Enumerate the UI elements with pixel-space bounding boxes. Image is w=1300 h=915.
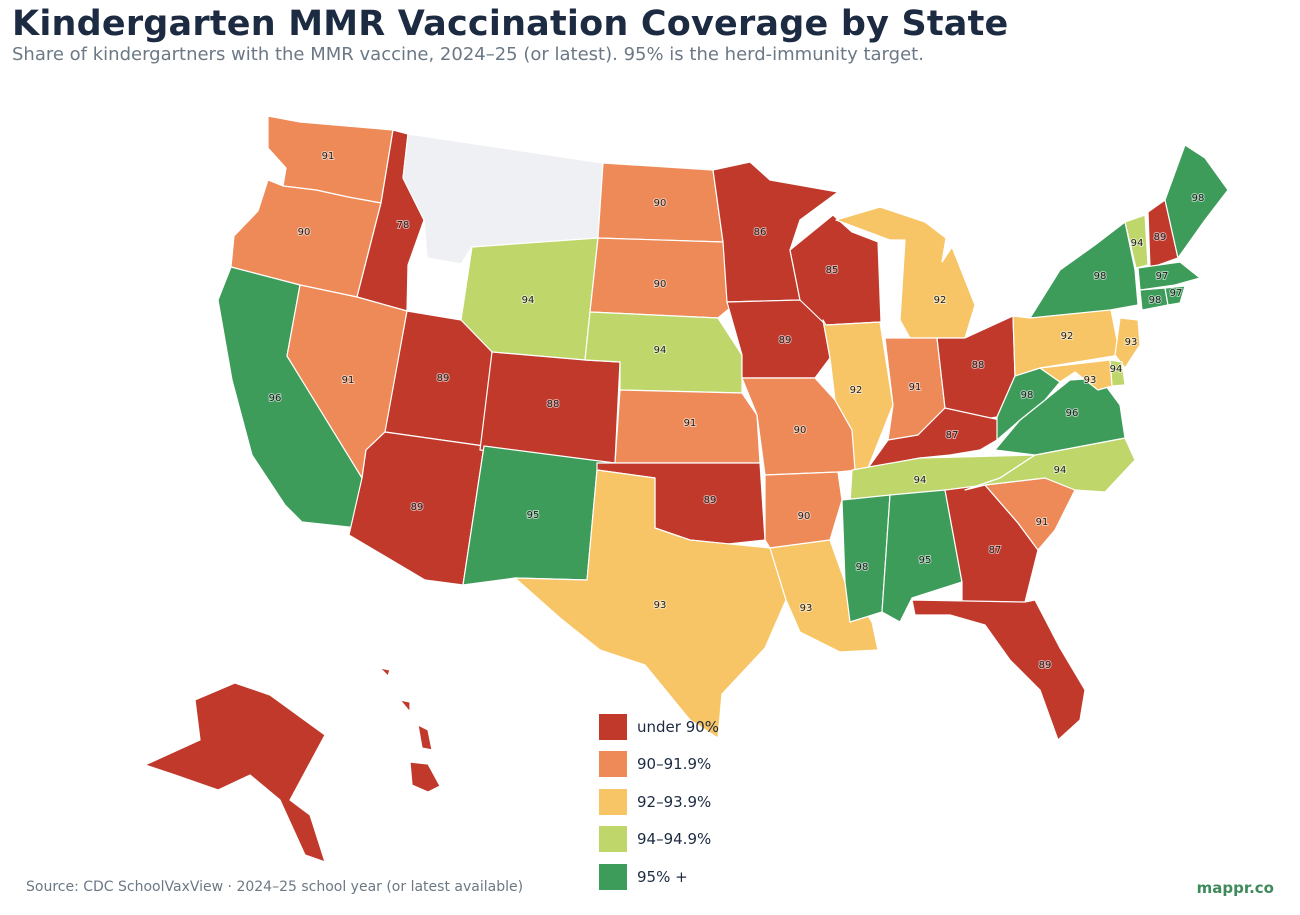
state-label-nj: 93 bbox=[1125, 337, 1138, 348]
state-label-wy: 94 bbox=[522, 295, 535, 306]
state-label-md: 93 bbox=[1084, 375, 1097, 386]
state-fl bbox=[911, 599, 1086, 741]
state-sd bbox=[589, 237, 731, 319]
source-note: Source: CDC SchoolVaxView · 2024–25 scho… bbox=[26, 879, 524, 895]
legend-label: 90–91.9% bbox=[637, 755, 712, 774]
state-label-ri: 97 bbox=[1170, 288, 1183, 299]
legend-swatch bbox=[599, 788, 627, 815]
state-label-mi: 92 bbox=[934, 295, 947, 306]
state-label-nh: 89 bbox=[1154, 232, 1167, 243]
state-ar bbox=[764, 471, 843, 549]
state-il bbox=[822, 319, 894, 471]
state-label-la: 93 bbox=[800, 603, 813, 614]
legend-label: under 90% bbox=[637, 717, 720, 736]
state-wi bbox=[789, 214, 882, 326]
state-label-ct: 98 bbox=[1149, 295, 1162, 306]
state-co bbox=[479, 351, 621, 464]
state-label-al: 95 bbox=[919, 555, 932, 566]
legend-item-under-90: under 90% bbox=[599, 708, 719, 746]
state-label-co: 88 bbox=[547, 399, 560, 410]
state-label-id: 78 bbox=[397, 220, 410, 231]
state-tx bbox=[514, 469, 787, 739]
state-label-de: 94 bbox=[1110, 364, 1123, 375]
state-label-nm: 95 bbox=[527, 510, 540, 521]
state-hi bbox=[379, 667, 441, 793]
state-ks bbox=[614, 389, 761, 464]
state-label-vt: 94 bbox=[1131, 238, 1144, 249]
state-label-nd: 90 bbox=[654, 198, 667, 209]
state-label-me: 98 bbox=[1192, 193, 1205, 204]
legend-item-90-91: 90–91.9% bbox=[599, 746, 719, 784]
state-label-ks: 91 bbox=[684, 418, 697, 429]
state-label-tx: 93 bbox=[654, 600, 667, 611]
state-label-oh: 88 bbox=[972, 360, 985, 371]
state-mn bbox=[712, 161, 839, 303]
state-label-nc: 94 bbox=[1054, 465, 1067, 476]
state-label-ky: 87 bbox=[946, 430, 959, 441]
state-label-tn: 94 bbox=[914, 475, 927, 486]
state-ny bbox=[1029, 221, 1139, 319]
state-label-sc: 91 bbox=[1036, 517, 1049, 528]
legend-label: 94–94.9% bbox=[637, 830, 712, 849]
state-label-il: 92 bbox=[850, 385, 863, 396]
state-ak bbox=[144, 682, 326, 863]
state-label-ok: 89 bbox=[704, 495, 717, 506]
state-la bbox=[769, 539, 879, 653]
legend-item-95-plus: 95% + bbox=[599, 858, 719, 896]
state-label-ms: 98 bbox=[856, 562, 869, 573]
legend: under 90% 90–91.9% 92–93.9% 94–94.9% 95%… bbox=[599, 708, 719, 896]
state-label-ga: 87 bbox=[989, 545, 1002, 556]
state-nc bbox=[964, 437, 1136, 493]
state-ms bbox=[841, 494, 891, 623]
state-label-wi: 85 bbox=[826, 265, 839, 276]
state-label-wv: 98 bbox=[1021, 390, 1034, 401]
legend-item-92-93: 92–93.9% bbox=[599, 783, 719, 821]
legend-label: 95% + bbox=[637, 867, 688, 886]
state-label-ny: 98 bbox=[1094, 271, 1107, 282]
state-label-mn: 86 bbox=[754, 227, 767, 238]
state-label-mo: 90 bbox=[794, 425, 807, 436]
legend-swatch bbox=[599, 863, 627, 890]
state-nj bbox=[1114, 317, 1141, 369]
state-label-ut: 89 bbox=[437, 373, 450, 384]
state-label-ia: 89 bbox=[779, 335, 792, 346]
legend-swatch bbox=[599, 751, 627, 778]
state-label-ne: 94 bbox=[654, 345, 667, 356]
legend-label: 92–93.9% bbox=[637, 792, 712, 811]
state-labels: 91 90 96 78 91 94 89 89 88 95 90 90 94 91 89 93 86 89 90 90… bbox=[268, 150, 1206, 672]
legend-swatch bbox=[599, 713, 627, 740]
state-label-fl: 89 bbox=[1039, 660, 1052, 671]
brand-logo: mappr.co bbox=[1196, 879, 1274, 897]
state-label-va: 96 bbox=[1066, 408, 1079, 419]
legend-item-94: 94–94.9% bbox=[599, 821, 719, 859]
state-label-pa: 92 bbox=[1061, 331, 1074, 342]
state-label-az: 89 bbox=[411, 502, 424, 513]
legend-swatch bbox=[599, 826, 627, 853]
state-mi bbox=[835, 206, 976, 339]
page-subtitle: Share of kindergartners with the MMR vac… bbox=[12, 44, 924, 65]
state-label-or: 90 bbox=[298, 227, 311, 238]
state-label-wa: 91 bbox=[322, 151, 335, 162]
state-label-ca: 96 bbox=[269, 393, 282, 404]
state-label-nv: 91 bbox=[342, 375, 355, 386]
page-title: Kindergarten MMR Vaccination Coverage by… bbox=[12, 4, 1009, 44]
state-vt bbox=[1124, 214, 1149, 269]
state-me bbox=[1164, 144, 1229, 259]
state-ma bbox=[1137, 261, 1201, 291]
state-label-ma: 97 bbox=[1156, 271, 1169, 282]
state-label-sd: 90 bbox=[654, 279, 667, 290]
state-md bbox=[1039, 359, 1113, 391]
state-ri bbox=[1164, 285, 1186, 306]
state-label-in: 91 bbox=[909, 382, 922, 393]
state-label-ar: 90 bbox=[798, 511, 811, 522]
